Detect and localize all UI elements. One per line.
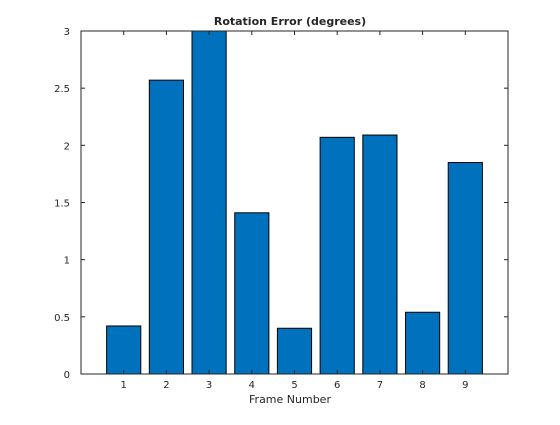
- bar-frame-8: [405, 311, 441, 375]
- x-tick-label: 8: [419, 380, 425, 391]
- bar-frame-2: [148, 79, 184, 375]
- y-tick-label: 1.5: [54, 199, 70, 210]
- axes-group: 1 2 3 4 5 6 7 8 9 0 0.5 1 1.5 2 2.5 3: [54, 27, 509, 391]
- x-tick-label: 3: [206, 380, 212, 391]
- y-tick-label: 0: [64, 370, 70, 381]
- bar-frame-4: [234, 212, 270, 375]
- x-tick-label: 6: [334, 380, 340, 391]
- bar-frame-9: [447, 161, 483, 375]
- y-tick-label: 0.5: [54, 313, 70, 324]
- x-tick-label: 9: [462, 380, 468, 391]
- bar-frame-6: [319, 136, 355, 375]
- x-tick-label: 5: [291, 380, 297, 391]
- x-axis-label: Frame Number: [249, 393, 331, 406]
- axes-box: [80, 30, 509, 375]
- y-tick-label: 1: [64, 256, 70, 267]
- bar-frame-3: [191, 30, 227, 375]
- y-tick-label: 3: [64, 27, 70, 38]
- bar-frame-1: [106, 325, 142, 375]
- bars-group: [106, 30, 483, 375]
- x-tick-label: 4: [249, 380, 255, 391]
- x-tick-label: 7: [377, 380, 383, 391]
- bar-frame-5: [276, 327, 313, 375]
- chart-title: Rotation Error (degrees): [214, 15, 366, 28]
- y-tick-label: 2: [64, 141, 70, 152]
- x-tick-label: 2: [163, 380, 169, 391]
- x-tick-label: 1: [121, 380, 127, 391]
- y-tick-label: 2.5: [54, 84, 70, 95]
- bar-frame-7: [362, 134, 398, 375]
